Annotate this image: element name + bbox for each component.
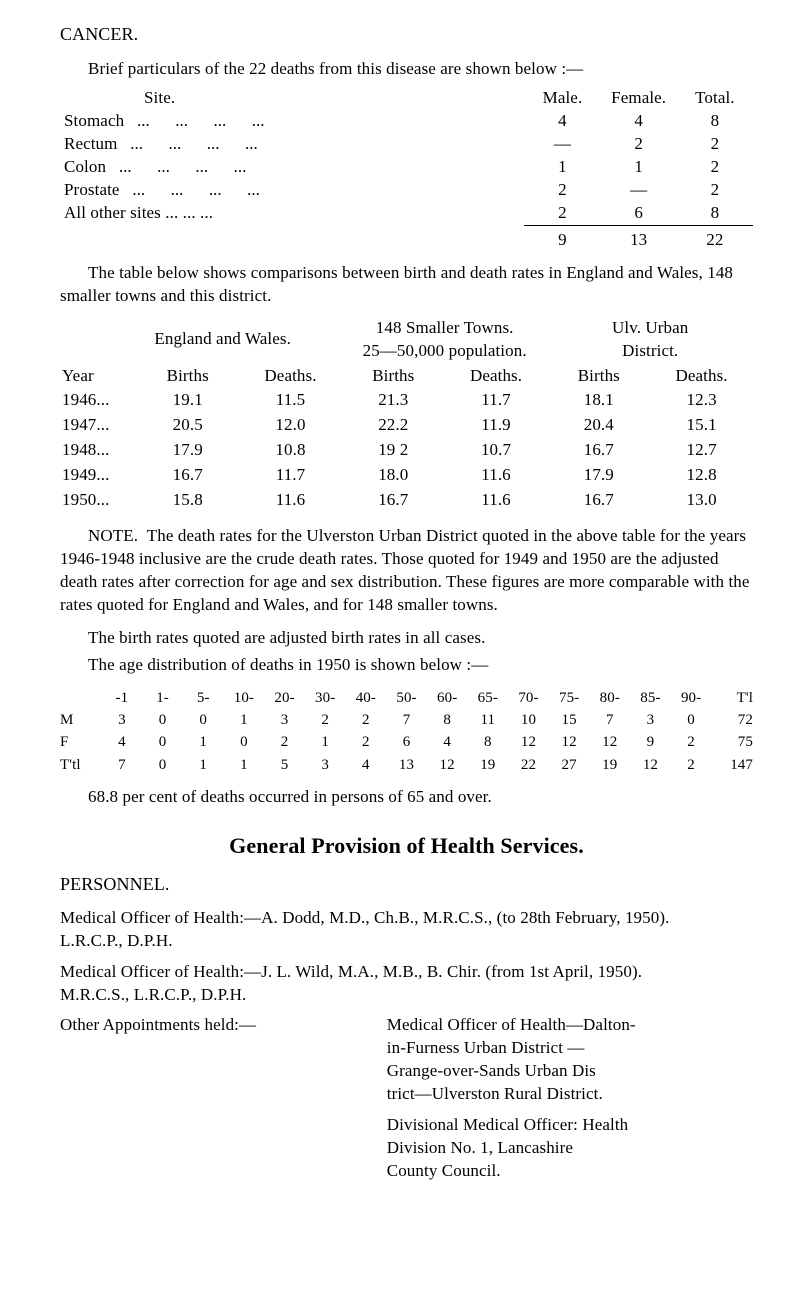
sub-births2: Births	[342, 364, 445, 389]
age-row-f: F 4010 2126 481212 129275	[60, 731, 753, 753]
other-appointments-body: Medical Officer of Health—Dalton- in-Fur…	[387, 1014, 753, 1106]
table-row: 1950...15.811.616.711.616.713.0	[60, 488, 753, 513]
table-total-row: 9 13 22	[60, 225, 753, 251]
comparison-table: England and Wales. 148 Smaller Towns. 25…	[60, 316, 753, 514]
sub-deaths: Deaths.	[239, 364, 342, 389]
table-row: 1946...19.111.521.311.718.112.3	[60, 388, 753, 413]
sub-deaths2: Deaths.	[445, 364, 548, 389]
hdr-ulv: Ulv. Urban District.	[547, 316, 753, 364]
table-row: 1948...17.910.819 210.716.712.7	[60, 438, 753, 463]
other-appointments-label: Other Appointments held:—	[60, 1014, 379, 1106]
divisional-officer-body: Divisional Medical Officer: Health Divis…	[387, 1114, 753, 1183]
birth-rates-paragraph: The birth rates quoted are adjusted birt…	[60, 627, 753, 650]
divisional-officer: Divisional Medical Officer: Health Divis…	[60, 1114, 753, 1183]
table-row: All other sites ... ... ... 2 6 8	[60, 202, 753, 225]
sub-births: Births	[136, 364, 239, 389]
sub-deaths3: Deaths.	[650, 364, 753, 389]
pct-paragraph: 68.8 per cent of deaths occurred in pers…	[60, 786, 753, 809]
table-row: Prostate 2 — 2	[60, 179, 753, 202]
table-row: 1947...20.512.022.211.920.415.1	[60, 413, 753, 438]
sub-year: Year	[60, 364, 136, 389]
col-total: Total.	[677, 87, 753, 110]
age-bins-row: -11-5-10- 20-30-40-50- 60-65-70-75- 80-8…	[60, 687, 753, 709]
note-body: The death rates for the Ulverston Urban …	[60, 526, 750, 614]
age-row-total: T'tl 7011 53413 12192227 19122147	[60, 754, 753, 776]
note-label: NOTE.	[88, 526, 138, 545]
title: CANCER.	[60, 22, 753, 46]
note-paragraph: NOTE. The death rates for the Ulverston …	[60, 525, 753, 617]
table-row: Rectum — 2 2	[60, 133, 753, 156]
table-row: Stomach 4 4 8	[60, 110, 753, 133]
sub-births3: Births	[547, 364, 650, 389]
officer-2: Medical Officer of Health:—J. L. Wild, M…	[60, 961, 753, 1007]
officer-1: Medical Officer of Health:—A. Dodd, M.D.…	[60, 907, 753, 953]
age-distribution-table: -11-5-10- 20-30-40-50- 60-65-70-75- 80-8…	[60, 687, 753, 776]
hdr-england: England and Wales.	[136, 316, 342, 364]
table-row: Colon 1 1 2	[60, 156, 753, 179]
age-row-m: M 3001 3227 8111015 73072	[60, 709, 753, 731]
col-female: Female.	[601, 87, 677, 110]
site-label: Site.	[60, 87, 309, 110]
site-table: Site. Male. Female. Total. Stomach 4 4 8…	[60, 87, 753, 252]
section-title: General Provision of Health Services.	[60, 831, 753, 861]
other-appointments: Other Appointments held:— Medical Office…	[60, 1014, 753, 1106]
comparison-paragraph: The table below shows comparisons betwee…	[60, 262, 753, 308]
page: CANCER. Brief particulars of the 22 deat…	[0, 0, 801, 1314]
personnel-label: PERSONNEL.	[60, 872, 753, 896]
intro-paragraph: Brief particulars of the 22 deaths from …	[60, 58, 753, 81]
table-row: 1949...16.711.718.011.617.912.8	[60, 463, 753, 488]
hdr-towns: 148 Smaller Towns. 25—50,000 population.	[342, 316, 548, 364]
col-male: Male.	[524, 87, 600, 110]
age-dist-paragraph: The age distribution of deaths in 1950 i…	[60, 654, 753, 677]
